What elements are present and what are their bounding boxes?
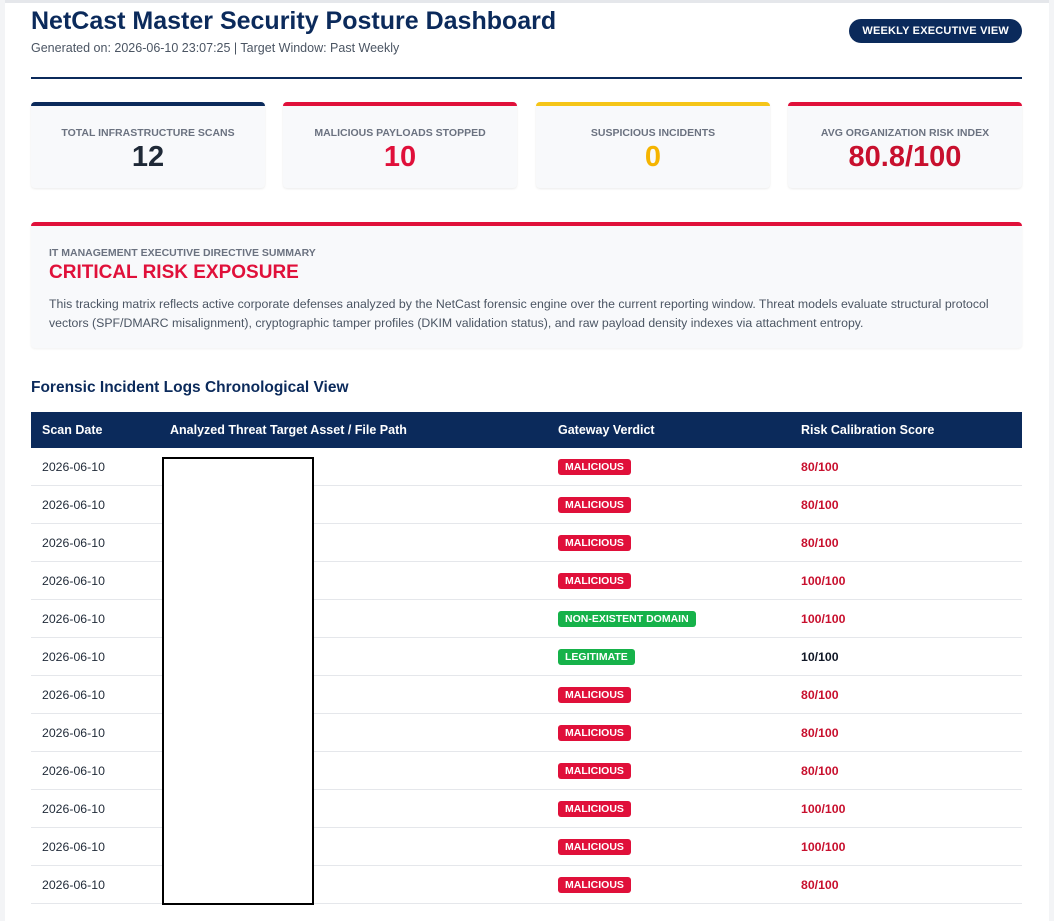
verdict-badge: MALICIOUS xyxy=(558,800,631,817)
table-row[interactable]: 2026-06-10 MALICIOUS 80/100 xyxy=(31,713,1022,752)
risk-score-cell: 10/100 xyxy=(790,637,1022,676)
metric-card-risk-index: AVG ORGANIZATION RISK INDEX 80.8/100 xyxy=(788,102,1022,188)
verdict-cell: MALICIOUS xyxy=(547,713,790,752)
table-row[interactable]: 2026-06-10 MALICIOUS 80/100 xyxy=(31,675,1022,714)
verdict-cell: MALICIOUS xyxy=(547,485,790,524)
column-header-score[interactable]: Risk Calibration Score xyxy=(801,423,935,437)
table-header-row: Scan Date Analyzed Threat Target Asset /… xyxy=(31,412,1022,448)
risk-score-cell: 80/100 xyxy=(790,865,1022,904)
table-row[interactable]: 2026-06-10 MALICIOUS 80/100 xyxy=(31,485,1022,524)
scan-date-cell: 2026-06-10 xyxy=(31,789,159,828)
verdict-badge: MALICIOUS xyxy=(558,686,631,703)
weekly-view-badge[interactable]: WEEKLY EXECUTIVE VIEW xyxy=(849,19,1022,43)
generated-meta: Generated on: 2026-06-10 23:07:25 | Targ… xyxy=(31,41,400,55)
metric-value: 10 xyxy=(383,141,417,173)
summary-body: This tracking matrix reflects active cor… xyxy=(49,297,989,330)
metric-label: SUSPICIOUS INCIDENTS xyxy=(590,127,716,139)
metric-card-malicious-payloads: MALICIOUS PAYLOADS STOPPED 10 xyxy=(283,102,517,188)
scan-date-cell: 2026-06-10 xyxy=(31,485,159,524)
scan-date-cell: 2026-06-10 xyxy=(31,599,159,638)
verdict-badge: MALICIOUS xyxy=(558,572,631,589)
verdict-badge: MALICIOUS xyxy=(558,762,631,779)
verdict-cell: MALICIOUS xyxy=(547,675,790,714)
dashboard-content: NetCast Master Security Posture Dashboar… xyxy=(31,3,1022,905)
scan-date-cell: 2026-06-10 xyxy=(31,561,159,600)
risk-score: 10/100 xyxy=(801,649,839,664)
risk-score: 100/100 xyxy=(801,801,846,816)
risk-score: 100/100 xyxy=(801,839,846,854)
risk-score-cell: 80/100 xyxy=(790,448,1022,486)
verdict-badge: MALICIOUS xyxy=(558,458,631,475)
metric-label: MALICIOUS PAYLOADS STOPPED xyxy=(314,127,486,139)
verdict-cell: LEGITIMATE xyxy=(547,637,790,676)
scan-date-cell: 2026-06-10 xyxy=(31,751,159,790)
verdict-cell: MALICIOUS xyxy=(547,448,790,486)
metric-value: 80.8/100 xyxy=(848,141,962,173)
verdict-cell: MALICIOUS xyxy=(547,751,790,790)
column-header-asset[interactable]: Analyzed Threat Target Asset / File Path xyxy=(170,423,407,437)
summary-headline: CRITICAL RISK EXPOSURE xyxy=(49,262,299,283)
metric-label: AVG ORGANIZATION RISK INDEX xyxy=(820,127,990,139)
verdict-cell: MALICIOUS xyxy=(547,827,790,866)
metric-card-suspicious-incidents: SUSPICIOUS INCIDENTS 0 xyxy=(536,102,770,188)
risk-score: 80/100 xyxy=(801,459,839,474)
risk-score: 100/100 xyxy=(801,611,846,626)
verdict-badge: MALICIOUS xyxy=(558,724,631,741)
verdict-cell: MALICIOUS xyxy=(547,523,790,562)
risk-score-cell: 80/100 xyxy=(790,713,1022,752)
verdict-cell: MALICIOUS xyxy=(547,789,790,828)
column-header-verdict[interactable]: Gateway Verdict xyxy=(558,423,655,437)
verdict-cell: MALICIOUS xyxy=(547,561,790,600)
redaction-box xyxy=(162,457,314,905)
scan-date-cell: 2026-06-10 xyxy=(31,523,159,562)
metric-value: 12 xyxy=(131,141,165,173)
metric-label: TOTAL INFRASTRUCTURE SCANS xyxy=(61,127,235,139)
metric-cards: TOTAL INFRASTRUCTURE SCANS 12 MALICIOUS … xyxy=(31,102,1022,190)
dashboard-header: NetCast Master Security Posture Dashboar… xyxy=(31,3,1022,79)
scan-date-cell: 2026-06-10 xyxy=(31,448,159,486)
risk-score: 80/100 xyxy=(801,687,839,702)
verdict-badge: MALICIOUS xyxy=(558,838,631,855)
risk-score: 80/100 xyxy=(801,725,839,740)
table-row[interactable]: 2026-06-10 MALICIOUS 100/100 xyxy=(31,561,1022,600)
dashboard-page: NetCast Master Security Posture Dashboar… xyxy=(5,0,1049,921)
risk-score-cell: 80/100 xyxy=(790,485,1022,524)
risk-score: 80/100 xyxy=(801,497,839,512)
metric-value: 0 xyxy=(644,141,662,173)
risk-score-cell: 100/100 xyxy=(790,561,1022,600)
risk-score-cell: 100/100 xyxy=(790,827,1022,866)
scan-date-cell: 2026-06-10 xyxy=(31,637,159,676)
scan-date-cell: 2026-06-10 xyxy=(31,675,159,714)
scan-date-cell: 2026-06-10 xyxy=(31,827,159,866)
table-row[interactable]: 2026-06-10 MALICIOUS 80/100 xyxy=(31,448,1022,486)
incident-logs-table: Scan Date Analyzed Threat Target Asset /… xyxy=(31,412,1022,904)
verdict-cell: NON-EXISTENT DOMAIN xyxy=(547,599,790,638)
summary-kicker: IT MANAGEMENT EXECUTIVE DIRECTIVE SUMMAR… xyxy=(49,247,316,259)
risk-score: 80/100 xyxy=(801,763,839,778)
risk-score-cell: 80/100 xyxy=(790,523,1022,562)
executive-summary-panel: IT MANAGEMENT EXECUTIVE DIRECTIVE SUMMAR… xyxy=(31,222,1022,348)
page-title: NetCast Master Security Posture Dashboar… xyxy=(31,7,557,35)
logs-section-title: Forensic Incident Logs Chronological Vie… xyxy=(31,379,349,396)
risk-score-cell: 100/100 xyxy=(790,599,1022,638)
risk-score: 80/100 xyxy=(801,535,839,550)
verdict-badge: NON-EXISTENT DOMAIN xyxy=(558,610,696,627)
risk-score: 80/100 xyxy=(801,877,839,892)
table-body: 2026-06-10 MALICIOUS 80/100 2026-06-10 MALIC… xyxy=(31,448,1022,904)
column-header-scan-date[interactable]: Scan Date xyxy=(42,423,103,437)
risk-score-cell: 80/100 xyxy=(790,675,1022,714)
verdict-badge: MALICIOUS xyxy=(558,876,631,893)
scan-date-cell: 2026-06-10 xyxy=(31,713,159,752)
verdict-badge: MALICIOUS xyxy=(558,496,631,513)
risk-score-cell: 80/100 xyxy=(790,751,1022,790)
metric-card-total-scans: TOTAL INFRASTRUCTURE SCANS 12 xyxy=(31,102,265,188)
verdict-cell: MALICIOUS xyxy=(547,865,790,904)
verdict-badge: LEGITIMATE xyxy=(558,648,635,665)
scan-date-cell: 2026-06-10 xyxy=(31,865,159,904)
risk-score-cell: 100/100 xyxy=(790,789,1022,828)
incident-logs-table-wrap: Scan Date Analyzed Threat Target Asset /… xyxy=(31,412,1022,905)
risk-score: 100/100 xyxy=(801,573,846,588)
verdict-badge: MALICIOUS xyxy=(558,534,631,551)
